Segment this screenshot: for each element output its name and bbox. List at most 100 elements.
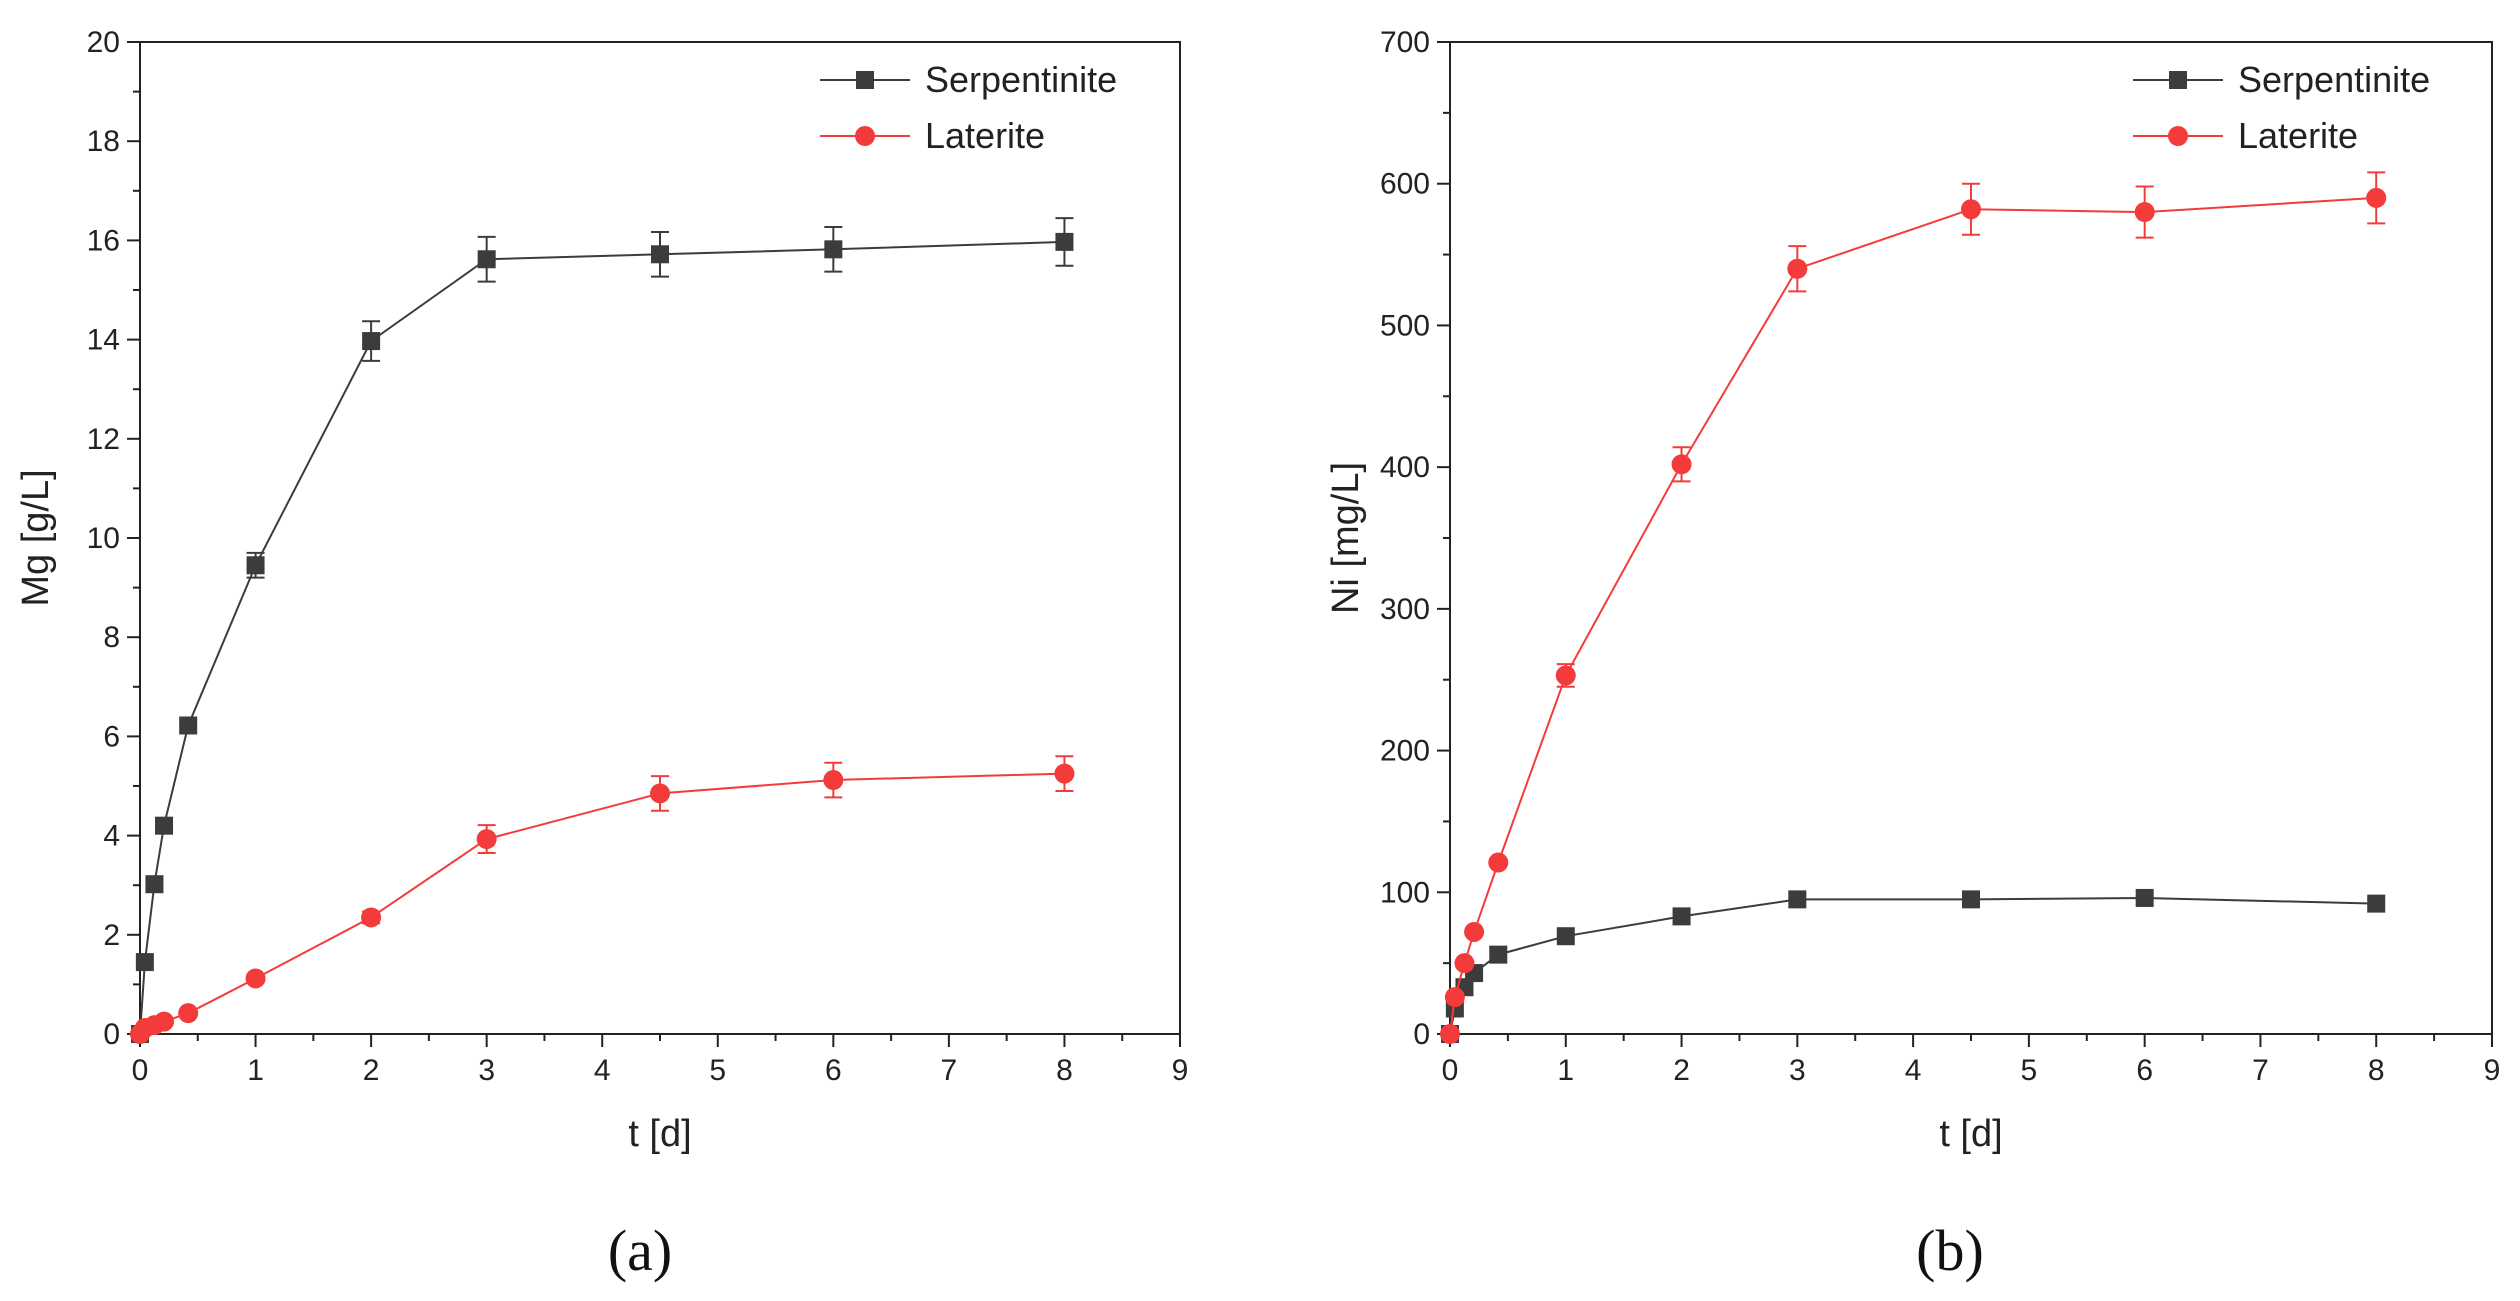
legend: Serpentinite Laterite (2133, 59, 2430, 156)
x-tick-label: 3 (1789, 1054, 1806, 1087)
data-point (1787, 258, 1808, 279)
y-tick-label: 20 (87, 26, 120, 59)
data-point (1440, 1024, 1460, 1044)
x-tick-label: 3 (478, 1054, 495, 1087)
x-tick-label: 9 (1172, 1054, 1189, 1087)
x-tick-label: 2 (1673, 1054, 1690, 1087)
x-axis-label: t [d] (628, 1113, 691, 1155)
y-tick-label: 8 (103, 621, 120, 654)
y-tick-label: 4 (103, 820, 120, 853)
x-tick-label: 1 (247, 1054, 264, 1087)
data-point (2367, 894, 2386, 913)
data-point (1488, 852, 1509, 873)
data-point (1444, 987, 1465, 1008)
y-tick-label: 100 (1380, 876, 1430, 909)
x-tick-label: 0 (132, 1054, 149, 1087)
series-line (139, 772, 1065, 1035)
data-point (1672, 907, 1691, 926)
data-point (2134, 202, 2155, 223)
data-point (361, 907, 382, 928)
data-point (178, 1003, 199, 1024)
panel-caption: (b) (1916, 1218, 1984, 1283)
x-tick-label: 9 (2484, 1054, 2501, 1087)
legend: Serpentinite Laterite (820, 59, 1117, 156)
data-point (1489, 945, 1508, 964)
y-tick-label: 500 (1380, 309, 1430, 342)
data-point (362, 332, 381, 351)
plot-frame (139, 41, 1181, 1035)
y-tick-label: 700 (1380, 26, 1430, 59)
data-point (1556, 927, 1575, 946)
legend-marker (855, 126, 875, 146)
data-point (823, 770, 844, 791)
legend-label: Serpentinite (925, 59, 1117, 100)
y-tick-label: 14 (87, 324, 120, 357)
data-point (476, 829, 497, 850)
data-point (154, 1011, 175, 1032)
data-point (1454, 953, 1475, 974)
data-point (145, 875, 164, 894)
legend-marker (2168, 126, 2188, 146)
y-tick-label: 0 (103, 1018, 120, 1051)
data-point (1555, 665, 1576, 686)
series-serpentinite (1441, 888, 2386, 1043)
data-point (1464, 921, 1485, 942)
x-tick-label: 6 (2136, 1054, 2153, 1087)
series-laterite (130, 755, 1075, 1044)
x-tick-label: 0 (1442, 1054, 1459, 1087)
x-tick-label: 2 (363, 1054, 380, 1087)
series-line (1449, 896, 2377, 1035)
y-tick-label: 400 (1380, 451, 1430, 484)
data-point (2366, 187, 2387, 208)
data-point (1962, 890, 1980, 909)
legend-label: Laterite (925, 115, 1045, 156)
data-point (1055, 232, 1074, 251)
y-tick-label: 10 (87, 522, 120, 555)
data-point (650, 783, 670, 804)
legend-label: Serpentinite (2238, 59, 2430, 100)
legend-marker (856, 71, 874, 89)
y-axis-label: Mg [g/L] (15, 469, 57, 606)
series-serpentinite (131, 217, 1074, 1043)
y-tick-label: 2 (103, 919, 120, 952)
data-point (1961, 199, 1981, 220)
x-tick-label: 8 (1056, 1054, 1073, 1087)
y-tick-label: 18 (87, 125, 120, 158)
data-point (1054, 763, 1075, 784)
y-tick-label: 0 (1413, 1018, 1430, 1051)
x-tick-label: 5 (2021, 1054, 2038, 1087)
data-point (135, 953, 154, 972)
data-point (651, 245, 669, 264)
data-point (245, 968, 266, 989)
panel-caption: (a) (608, 1218, 672, 1283)
legend-label: Laterite (2238, 115, 2358, 156)
series-line (1449, 196, 2377, 1035)
data-point (1671, 454, 1692, 475)
x-tick-label: 5 (709, 1054, 726, 1087)
data-point (477, 250, 496, 269)
panel-b: 0 1 2 3 4 5 6 7 8 9 0 100 200 300 400 500 600 700 t [d] Ni … (1325, 26, 2500, 1283)
x-tick-label: 7 (2252, 1054, 2269, 1087)
x-tick-label: 6 (825, 1054, 842, 1087)
data-point (155, 816, 174, 835)
legend-marker (2169, 71, 2187, 89)
x-tick-label: 4 (594, 1054, 611, 1087)
x-axis-label: t [d] (1939, 1113, 2002, 1155)
data-point (246, 556, 265, 575)
x-tick-label: 4 (1905, 1054, 1922, 1087)
y-tick-label: 12 (87, 423, 120, 456)
y-tick-label: 300 (1380, 593, 1430, 626)
x-tick-label: 8 (2368, 1054, 2385, 1087)
data-point (1788, 890, 1807, 909)
y-tick-label: 6 (103, 720, 120, 753)
x-tick-label: 1 (1557, 1054, 1574, 1087)
y-tick-label: 16 (87, 224, 120, 257)
y-tick-label: 600 (1380, 168, 1430, 201)
series-line (139, 240, 1065, 1035)
data-point (179, 716, 198, 735)
y-tick-label: 200 (1380, 735, 1430, 768)
y-axis-label: Ni [mg/L] (1325, 462, 1367, 614)
data-point (824, 240, 843, 259)
